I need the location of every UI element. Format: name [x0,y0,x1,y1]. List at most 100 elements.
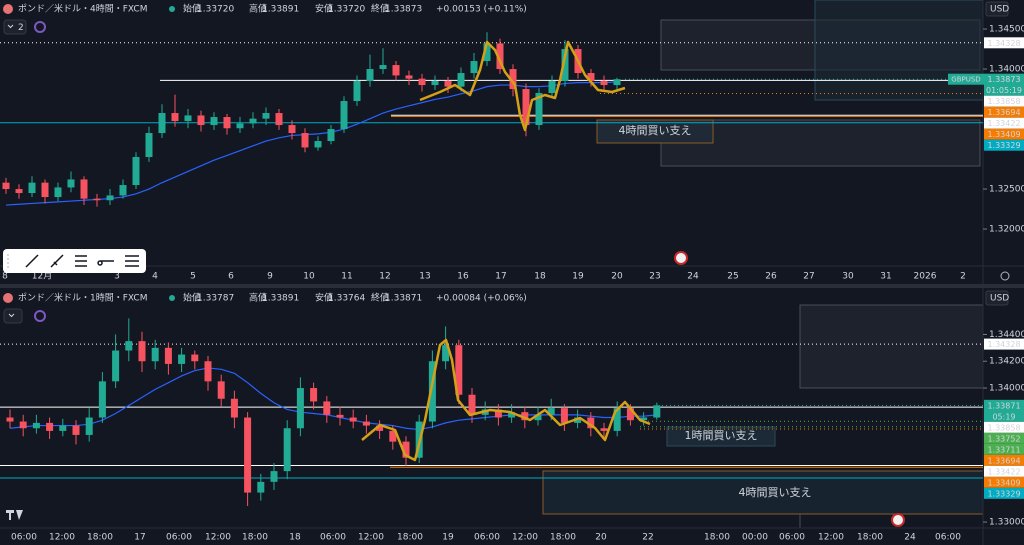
x-tick-label: 8 [2,272,8,282]
x-tick-label: 06:00 [11,533,37,543]
candle-body [428,361,436,422]
price-tag [984,487,1024,499]
candle-body [184,115,192,122]
currency-box [985,1,1009,17]
ray-tool[interactable] [50,254,64,268]
pane-separator [0,284,1024,288]
x-tick-label: 20 [595,533,607,543]
symbol-tag-label: GBPUSD [951,76,980,84]
y-tick-label: 1.32500 [989,185,1024,195]
candle-body [613,408,621,431]
status-dot [169,295,175,301]
candle-body [389,430,397,442]
x-tick-label: 4 [152,272,158,282]
x-tick-label: 17 [495,272,506,282]
channel-tool[interactable] [125,255,139,267]
x-tick-label: 24 [904,533,916,543]
collapse-button[interactable] [3,19,27,35]
x-tick-label: 2 [960,272,966,282]
header-close-label: 終値 [371,3,389,15]
indicator-icon[interactable] [34,21,46,33]
x-tick-label: 06:00 [474,533,500,543]
candle-body [349,417,357,422]
logo[interactable] [6,510,23,520]
candle-body [275,113,283,126]
settings-icon[interactable] [1000,271,1010,281]
price-tag-label: 1.33711 [987,445,1020,454]
candle-body [468,394,476,415]
x-tick-label: 18:00 [242,533,268,543]
annotation: 4時間買い支え [739,486,812,499]
candle-body [93,198,101,201]
price-tag-label: 1.33422 [987,119,1020,128]
candle-body [217,381,225,399]
currency: USD [990,5,1009,15]
price-tag-label: 1.33871 [987,401,1020,410]
y-tick-label: 1.34000 [989,65,1024,75]
candle-body [362,421,370,426]
price-tag-label: 1.33409 [987,130,1020,139]
candle-body [158,113,166,134]
candle-body [125,341,133,351]
event-flag[interactable] [891,513,905,527]
indicator-icon[interactable] [34,310,46,322]
status-dot [169,6,175,12]
x-tick-label: 10 [303,272,315,282]
countdown: 01:05:19 [986,86,1022,95]
fib-tool[interactable] [75,255,87,267]
chevron [7,24,14,29]
header-symbol: ポンド／米ドル・4時間・FXCM [18,3,147,15]
x-tick-label: 5 [190,272,196,282]
candle-body [327,129,335,142]
annotation-box [596,119,714,144]
x-tick-label: 30 [842,272,854,282]
candle-body [249,118,257,124]
price-tag [984,117,1024,129]
x-tick-label: 24 [687,272,699,282]
candle-body [494,409,502,418]
candle-body [561,49,569,82]
header-high: 1.33891 [262,294,299,304]
candle-body [522,89,530,126]
candle-body [653,405,661,418]
event-flag[interactable] [674,251,688,265]
candle-body [257,481,265,493]
x-tick-label: 18:00 [550,533,576,543]
drawing-toolbar [3,249,146,273]
candle-body [41,182,49,198]
x-tick-label: 18:00 [857,533,883,543]
candle-body [6,417,14,422]
price-tag [984,73,1024,96]
price-tag-label: 1.33858 [987,423,1020,432]
header-close: 1.33871 [385,294,422,304]
candle-body [119,185,127,196]
currency: USD [990,294,1009,304]
header-high-label: 高値 [249,292,267,304]
candle-body [587,73,595,82]
collapse-button[interactable] [3,308,23,324]
x-tick-label: 00:00 [742,533,768,543]
x-tick-label: 19 [572,272,584,282]
header-close: 1.33873 [385,5,422,15]
candle-body [535,93,543,126]
hline-tool[interactable] [97,260,114,266]
x-tick-label: 12:00 [49,533,75,543]
candle-body [59,425,67,431]
candle-body [151,347,159,362]
zone-box [660,119,981,167]
price-tag [984,443,1024,455]
candle-body [376,425,384,431]
currency-box [985,290,1009,306]
candle-body [67,179,75,188]
candle-body [296,388,304,429]
x-tick-label: 18:00 [397,533,423,543]
trend-line-tool[interactable] [25,254,39,268]
candle-body [508,412,516,418]
candle-body [431,81,439,86]
candle-body [405,75,413,79]
x-tick-label: 27 [803,272,814,282]
zone-box [799,304,984,389]
drawing-path [419,40,626,132]
